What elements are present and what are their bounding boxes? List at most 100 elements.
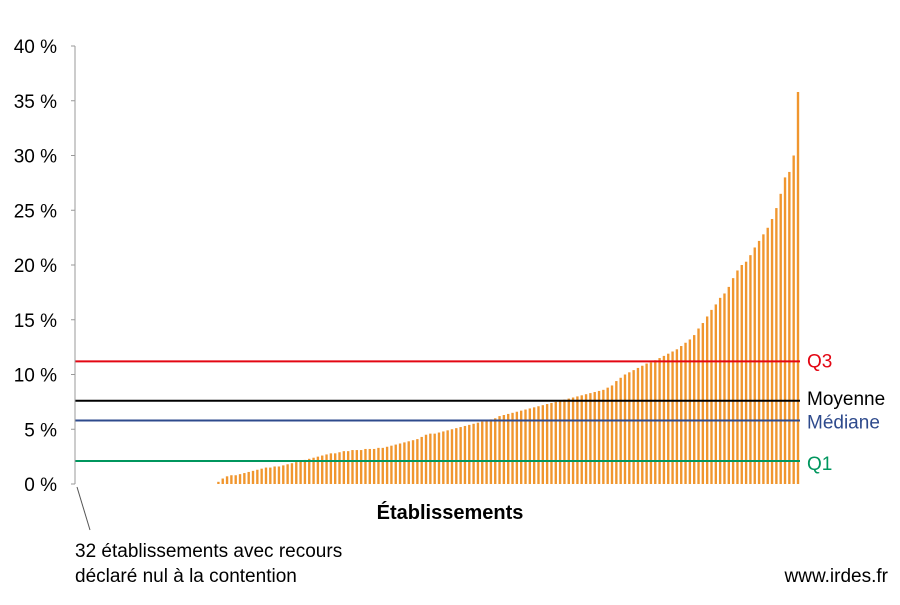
bar [446, 430, 449, 484]
bars-group [217, 91, 800, 485]
bar [494, 418, 497, 484]
bar [788, 171, 791, 484]
bar [351, 450, 354, 484]
bar [576, 396, 579, 484]
bar [736, 270, 739, 484]
bar [256, 469, 259, 484]
bar [580, 395, 583, 484]
bar [308, 458, 311, 484]
bar [498, 416, 501, 484]
reference-label-q3: Q3 [807, 351, 832, 372]
bar [385, 446, 389, 484]
bar [641, 365, 644, 484]
bar [316, 456, 320, 485]
bar [321, 455, 324, 484]
bar [584, 394, 588, 484]
y-tick-label: 10 % [14, 366, 57, 387]
bar [519, 410, 523, 484]
bar [273, 466, 276, 484]
bar [403, 442, 406, 484]
bar [372, 448, 376, 484]
bar [697, 328, 700, 484]
bar [485, 420, 488, 484]
bar [619, 377, 622, 484]
bar [515, 411, 519, 484]
bar [714, 304, 718, 484]
bar [550, 402, 553, 484]
bar [567, 398, 570, 484]
bar [602, 389, 605, 484]
bar [481, 421, 484, 484]
bar [290, 463, 294, 484]
bar [597, 390, 601, 484]
bar [558, 400, 562, 484]
bar [455, 428, 458, 484]
bar [251, 470, 255, 484]
bar [334, 453, 337, 484]
bar [615, 381, 618, 484]
bar [680, 346, 683, 484]
bar [792, 155, 795, 484]
bar [247, 471, 250, 484]
bar [749, 255, 752, 484]
bar [623, 374, 627, 484]
bar [511, 412, 514, 484]
bar [394, 444, 397, 484]
bar [783, 177, 787, 484]
bar [528, 408, 532, 484]
bar [364, 448, 367, 484]
bar [303, 459, 307, 484]
bar [260, 468, 263, 484]
bar [411, 440, 415, 484]
reference-label-médiane: Médiane [807, 412, 880, 433]
bar [312, 457, 315, 484]
bar [636, 367, 640, 484]
bar [775, 208, 778, 484]
bar [468, 424, 471, 484]
bar [429, 433, 432, 484]
bar [476, 422, 480, 484]
bar [221, 478, 224, 484]
bar [269, 467, 272, 484]
bar [701, 323, 705, 484]
bar [710, 309, 713, 484]
bar [286, 464, 289, 484]
bar [532, 407, 536, 484]
bar [502, 415, 506, 484]
bar [571, 397, 575, 484]
reference-label-moyenne: Moyenne [807, 389, 885, 410]
bar [589, 393, 592, 484]
y-tick-label: 5 % [24, 420, 57, 441]
bar [632, 370, 635, 484]
bar [723, 293, 726, 484]
bar [295, 462, 298, 484]
reference-label-q1: Q1 [807, 454, 832, 475]
bar [593, 392, 596, 484]
bar [684, 342, 687, 484]
y-tick-label: 0 % [24, 475, 57, 496]
bar [671, 351, 674, 484]
bar [238, 474, 242, 484]
bar [757, 240, 761, 484]
bar [545, 404, 549, 484]
bar [524, 409, 527, 484]
source-text: www.irdes.fr [784, 566, 889, 587]
bar [563, 399, 566, 484]
bar [693, 335, 696, 484]
bar [610, 385, 614, 484]
bar [463, 425, 467, 484]
bar [628, 372, 631, 484]
bar [675, 349, 679, 484]
bar [762, 234, 765, 484]
bar [507, 413, 510, 484]
bar [554, 401, 557, 485]
x-axis-label: Établissements [377, 501, 524, 524]
bar [359, 450, 363, 484]
bar [779, 193, 782, 484]
bar [329, 453, 333, 484]
bar [217, 481, 220, 484]
bar [753, 247, 756, 484]
annotation-line-1: 32 établissements avec recours [75, 541, 342, 562]
